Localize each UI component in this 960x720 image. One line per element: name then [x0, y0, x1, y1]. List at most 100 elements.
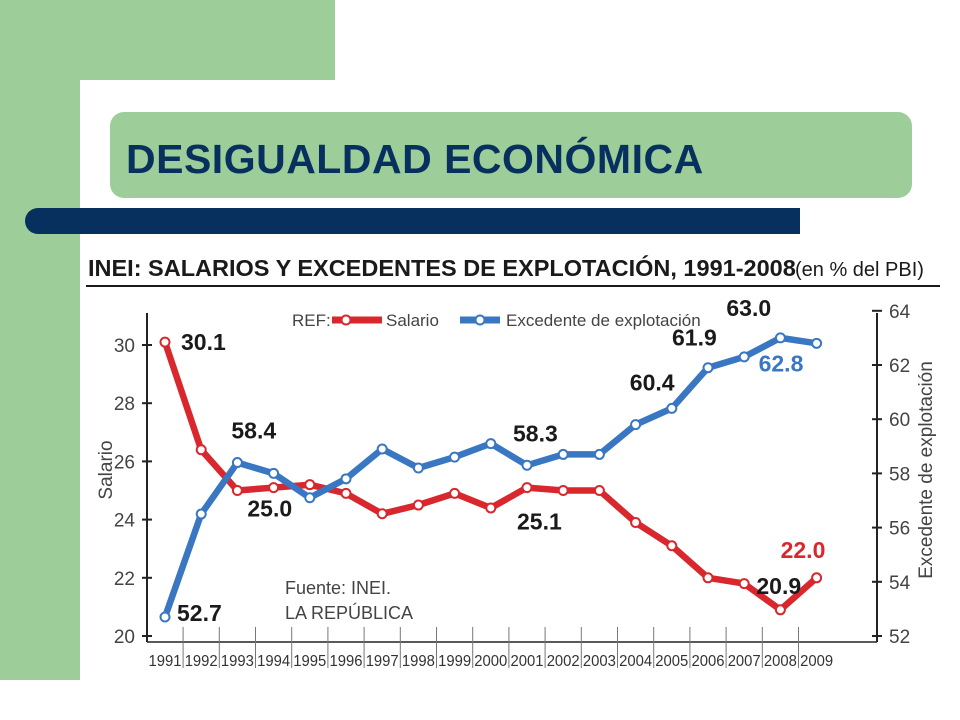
excedente-point: [231, 457, 243, 469]
y-tick-label-right: 52: [889, 627, 910, 648]
salario-point: [195, 444, 207, 456]
legend-salario: Salario: [332, 311, 439, 330]
x-tick-label: 2001: [511, 653, 544, 670]
excedente-point: [268, 467, 280, 479]
x-tick-label: 2006: [692, 653, 725, 670]
data-label: 62.8: [759, 350, 804, 376]
legend-excedente: Excedente de explotación: [460, 311, 701, 330]
series-markers: [159, 332, 823, 623]
data-label: 25.0: [247, 496, 292, 522]
salario-point: [268, 482, 280, 494]
data-labels: 30.1 25.0 25.1 20.9 22.0 52.7 58.4 58.3 60.4 61.9…: [177, 295, 825, 626]
y-axis-label-right: Excedente de explotación: [916, 361, 937, 579]
excedente-point: [412, 462, 424, 474]
salario-point: [774, 604, 786, 616]
x-tick-label: 2002: [547, 653, 580, 670]
salario-point: [231, 485, 243, 496]
legend-salario-label: Salario: [386, 311, 439, 330]
x-tick-label: 1996: [330, 653, 363, 670]
y-axis-label-left: Salario: [96, 440, 117, 499]
y-tick-label-left: 26: [114, 452, 135, 473]
x-grid: 1991 1992 1993 1994 1995 1996 1997 1998 1999 2000…: [149, 627, 833, 670]
x-tick-label: 2009: [800, 653, 833, 670]
salario-point: [702, 572, 714, 584]
salario-point: [593, 485, 605, 496]
data-label: 58.3: [513, 420, 558, 446]
y-tick-label-right: 60: [889, 410, 910, 431]
data-label: 20.9: [756, 573, 801, 599]
x-tick-label: 2005: [655, 653, 688, 670]
y-tick-label-right: 56: [889, 519, 910, 540]
y-tick-label-right: 54: [889, 573, 911, 594]
salario-point: [485, 502, 497, 514]
salario-point: [304, 479, 316, 491]
y-tick-label-left: 28: [114, 394, 135, 415]
axes: 20 22 24 26 28 30 52 54 56 58 60 62 64 Salario Exceden…: [96, 302, 937, 648]
x-tick-label: 1992: [185, 653, 218, 670]
x-tick-label: 2004: [619, 653, 652, 670]
excedente-point: [666, 402, 678, 414]
excedente-point: [702, 362, 714, 374]
title-box: [110, 112, 912, 198]
excedente-point: [485, 438, 497, 450]
y-tick-label-left: 30: [114, 336, 135, 357]
salario-point: [449, 487, 461, 499]
x-tick-label: 1998: [402, 653, 435, 670]
data-label: 30.1: [181, 329, 226, 355]
salario-point: [666, 540, 678, 552]
salario-point: [630, 517, 642, 529]
x-tick-label: 1991: [149, 653, 182, 670]
y-tick-label-right: 64: [889, 302, 911, 323]
salario-point: [738, 578, 750, 590]
x-tick-label: 1993: [221, 653, 254, 670]
data-label: 60.4: [630, 369, 675, 395]
slide-title: DESIGUALDAD ECONÓMICA: [126, 136, 704, 182]
excedente-point: [521, 459, 533, 471]
x-tick-label: 1999: [438, 653, 471, 670]
legend-excedente-label: Excedente de explotación: [506, 311, 701, 330]
salario-point: [557, 485, 569, 496]
x-tick-label: 1994: [257, 653, 290, 670]
data-label: 58.4: [231, 418, 276, 444]
x-tick-label: 2000: [474, 653, 507, 670]
x-tick-label: 2007: [728, 653, 761, 670]
excedente-point: [557, 448, 569, 460]
salario-point: [412, 499, 424, 511]
salario-point: [811, 572, 823, 584]
y-tick-label-left: 20: [114, 627, 135, 648]
legend-prefix: REF:: [292, 311, 331, 330]
chart-title: INEI: SALARIOS Y EXCEDENTES DE EXPLOTACI…: [88, 254, 796, 281]
y-tick-label-right: 58: [889, 464, 910, 485]
source-line-2: LA REPÚBLICA: [285, 602, 413, 623]
legend-salario-marker: [340, 314, 352, 326]
x-tick-label: 1995: [293, 653, 326, 670]
excedente-point: [340, 473, 352, 485]
x-tick-label: 2003: [583, 653, 616, 670]
excedente-point: [630, 419, 642, 431]
chart-subtitle: (en % del PBI): [795, 259, 924, 281]
y-tick-label-right: 62: [889, 356, 910, 377]
data-label: 52.7: [177, 600, 222, 626]
salario-point: [521, 482, 533, 494]
excedente-point: [195, 508, 207, 520]
data-label: 63.0: [726, 295, 771, 321]
excedente-point: [593, 448, 605, 460]
excedente-point: [449, 451, 461, 463]
excedente-point: [738, 351, 750, 363]
salario-point: [376, 508, 388, 520]
decor-navy-bar: [25, 208, 800, 234]
data-label: 61.9: [672, 325, 717, 351]
decor-green-strip: [0, 80, 80, 680]
data-label: 25.1: [517, 509, 562, 535]
x-tick-label: 1997: [366, 653, 399, 670]
x-tick-label: 2008: [764, 653, 797, 670]
excedente-point: [774, 332, 786, 344]
excedente-point: [304, 492, 316, 504]
data-label: 22.0: [781, 537, 826, 563]
y-tick-label-left: 24: [114, 511, 136, 532]
salario-point: [159, 336, 171, 348]
excedente-point: [811, 337, 823, 349]
decor-green-block: [0, 0, 335, 80]
excedente-point: [159, 611, 171, 623]
